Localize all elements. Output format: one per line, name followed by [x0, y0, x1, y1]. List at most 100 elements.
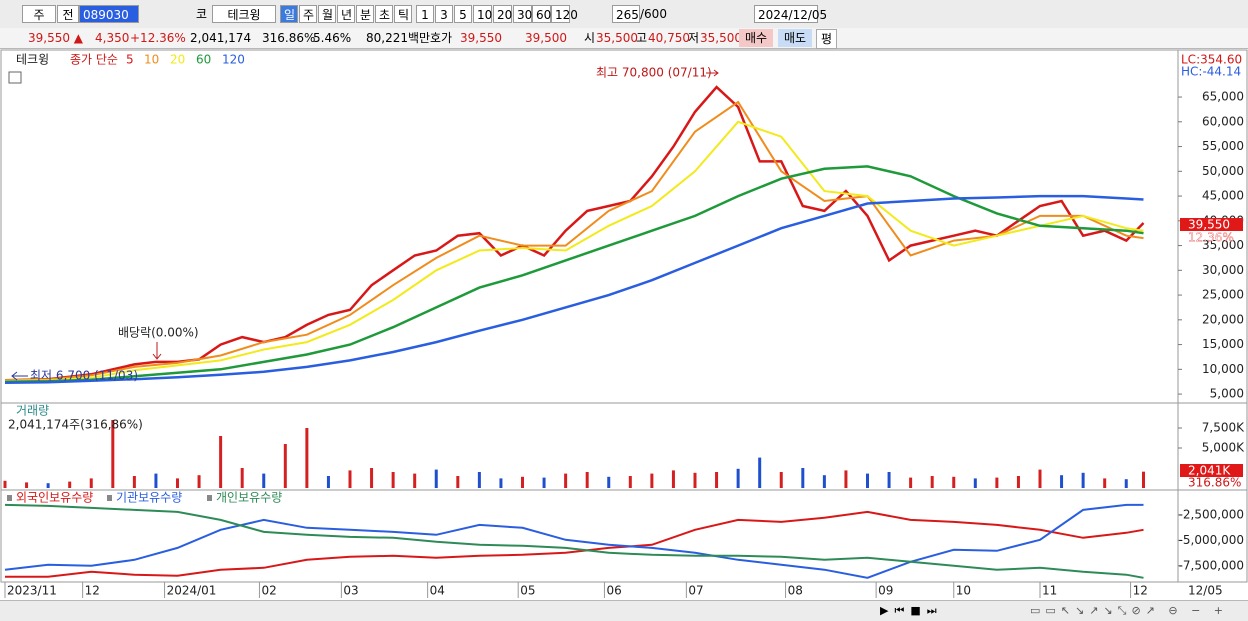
volume-bar: [822, 475, 826, 488]
info-item: 35,500: [596, 31, 638, 45]
legend-entry: 10: [144, 53, 159, 67]
info-item[interactable]: 평: [816, 29, 838, 49]
y-tick-label: 5,000K: [1202, 441, 1245, 455]
volume-bar: [585, 472, 589, 488]
annotation-arrow: [152, 342, 162, 360]
series-line: [4, 194, 1144, 384]
x-tick-label: 07: [688, 584, 703, 598]
volume-bar: [499, 478, 503, 488]
x-tick-label: 02: [261, 584, 276, 598]
toolbar-item[interactable]: 3: [435, 5, 453, 23]
volume-bar: [3, 480, 7, 488]
toolbar-item[interactable]: 10: [473, 5, 492, 23]
y-tick-label: 45,000: [1202, 189, 1244, 203]
price-tag: 39,550: [1188, 218, 1230, 232]
volume-bar: [952, 476, 956, 488]
toolbar-item[interactable]: 틱: [394, 5, 412, 23]
info-item[interactable]: 매도: [778, 29, 813, 47]
series-line: [4, 100, 1144, 382]
toolbar-item[interactable]: 전: [57, 5, 79, 23]
y-tick-label: 5,000: [1210, 387, 1244, 401]
volume-tag: 2,041K: [1188, 464, 1231, 478]
toolbar-item[interactable]: 년: [337, 5, 355, 23]
legend-swatch: [107, 495, 112, 501]
toolbar-item[interactable]: 30: [513, 5, 532, 23]
volume-bar: [25, 482, 29, 488]
volume-bar: [434, 469, 438, 488]
change-tag: 12.36%: [1188, 231, 1234, 245]
info-item: 4,350: [95, 31, 130, 45]
volume-bar: [542, 477, 546, 488]
legend-entry: 60: [196, 53, 211, 67]
x-tick-label: 2024/01: [167, 584, 217, 598]
volume-bar: [197, 475, 201, 488]
volume-bar: [46, 483, 50, 488]
toolbar-item[interactable]: 60: [532, 5, 551, 23]
y-tick-label: -2,500,000: [1179, 507, 1244, 521]
volume-bar: [1142, 471, 1145, 488]
volume-bar: [779, 472, 783, 488]
info-item: 저: [688, 31, 700, 45]
x-tick-label: 04: [430, 584, 445, 598]
legend-entry: 기관보유수량: [116, 491, 182, 505]
toolbar-item[interactable]: 테크윙: [212, 5, 276, 23]
toolbar-item[interactable]: 265: [612, 5, 640, 23]
volume-bar: [283, 444, 287, 488]
toolbar-item[interactable]: 월: [318, 5, 336, 23]
volume-bar: [995, 477, 999, 488]
volume-bar: [1060, 475, 1064, 488]
toolbar-item[interactable]: 120: [551, 5, 578, 23]
scroll-controls[interactable]: ▶⏮■⏭: [880, 604, 943, 617]
toolbar-item[interactable]: 주: [299, 5, 317, 23]
toolbar-item[interactable]: 1: [416, 5, 434, 23]
volume-bar: [564, 473, 568, 488]
y-tick-label: -7,500,000: [1179, 558, 1244, 572]
volume-bar: [887, 472, 891, 488]
info-item: 35,500: [700, 31, 742, 45]
y-tick-label: 50,000: [1202, 164, 1244, 178]
toolbar-item[interactable]: 초: [375, 5, 393, 23]
toolbar-item[interactable]: 089030: [79, 5, 139, 23]
volume-bar: [607, 476, 611, 488]
volume-bar: [844, 470, 848, 488]
x-tick-label: 03: [343, 584, 358, 598]
x-tick-label: 12: [1133, 584, 1148, 598]
toolbar-item[interactable]: 일: [280, 5, 298, 23]
info-item: 40,750: [648, 31, 690, 45]
volume-bar: [326, 476, 330, 488]
legend-swatch: [207, 495, 212, 501]
y-tick-label: 25,000: [1202, 288, 1244, 302]
series-line: [4, 120, 1144, 382]
info-item: 고: [636, 31, 648, 45]
toolbar-item[interactable]: /600: [640, 7, 667, 21]
volume-bar: [715, 472, 719, 488]
info-item: 호가: [430, 31, 453, 45]
info-item[interactable]: 매수: [739, 29, 774, 47]
info-item: 80,221백만: [366, 31, 431, 45]
volume-bar: [348, 470, 352, 488]
info-item: 39,550 ▲: [28, 31, 84, 45]
info-item: 39,550: [460, 31, 502, 45]
volume-bar: [758, 457, 762, 488]
legend-name: 테크윙: [16, 53, 49, 67]
toolbar-item[interactable]: 20: [493, 5, 512, 23]
bottom-bar: ▶⏮■⏭ ▭▭↖↘↗↘⤡⊘↗ ⊖ − +: [0, 600, 1248, 621]
x-tick-label: 11: [1042, 584, 1057, 598]
y-tick-label: 60,000: [1202, 114, 1244, 128]
toolbar-item[interactable]: 주: [22, 5, 56, 23]
toolbar: 주 전 089030 코 테크윙 일 주 월 년 분 초 틱 1 3 5 10 20 30 60 120 265/600…: [0, 0, 1248, 29]
chart: 5,000 10,000 15,000 20,000 25,000 30,000 35,00…: [0, 49, 1248, 598]
volume-bar: [801, 468, 805, 488]
toolbar-item[interactable]: 코: [196, 7, 208, 21]
tool-icons[interactable]: ▭▭↖↘↗↘⤡⊘↗ ⊖ − +: [1030, 604, 1229, 617]
volume-bar: [154, 473, 158, 488]
lc-label: LC:354.60: [1181, 53, 1242, 67]
info-bar: 39,550 ▲ 4,350 +12.36% 2,041,174 316.86% 5.46…: [0, 28, 1248, 49]
toolbar-item[interactable]: 2024/12/05: [754, 5, 827, 23]
volume-bar: [391, 472, 395, 488]
info-item: 316.86%: [262, 31, 316, 45]
toolbar-item[interactable]: 5: [454, 5, 472, 23]
toolbar-item[interactable]: 분: [356, 5, 374, 23]
volume-bar: [1038, 469, 1042, 488]
legend-icon: [8, 71, 22, 84]
